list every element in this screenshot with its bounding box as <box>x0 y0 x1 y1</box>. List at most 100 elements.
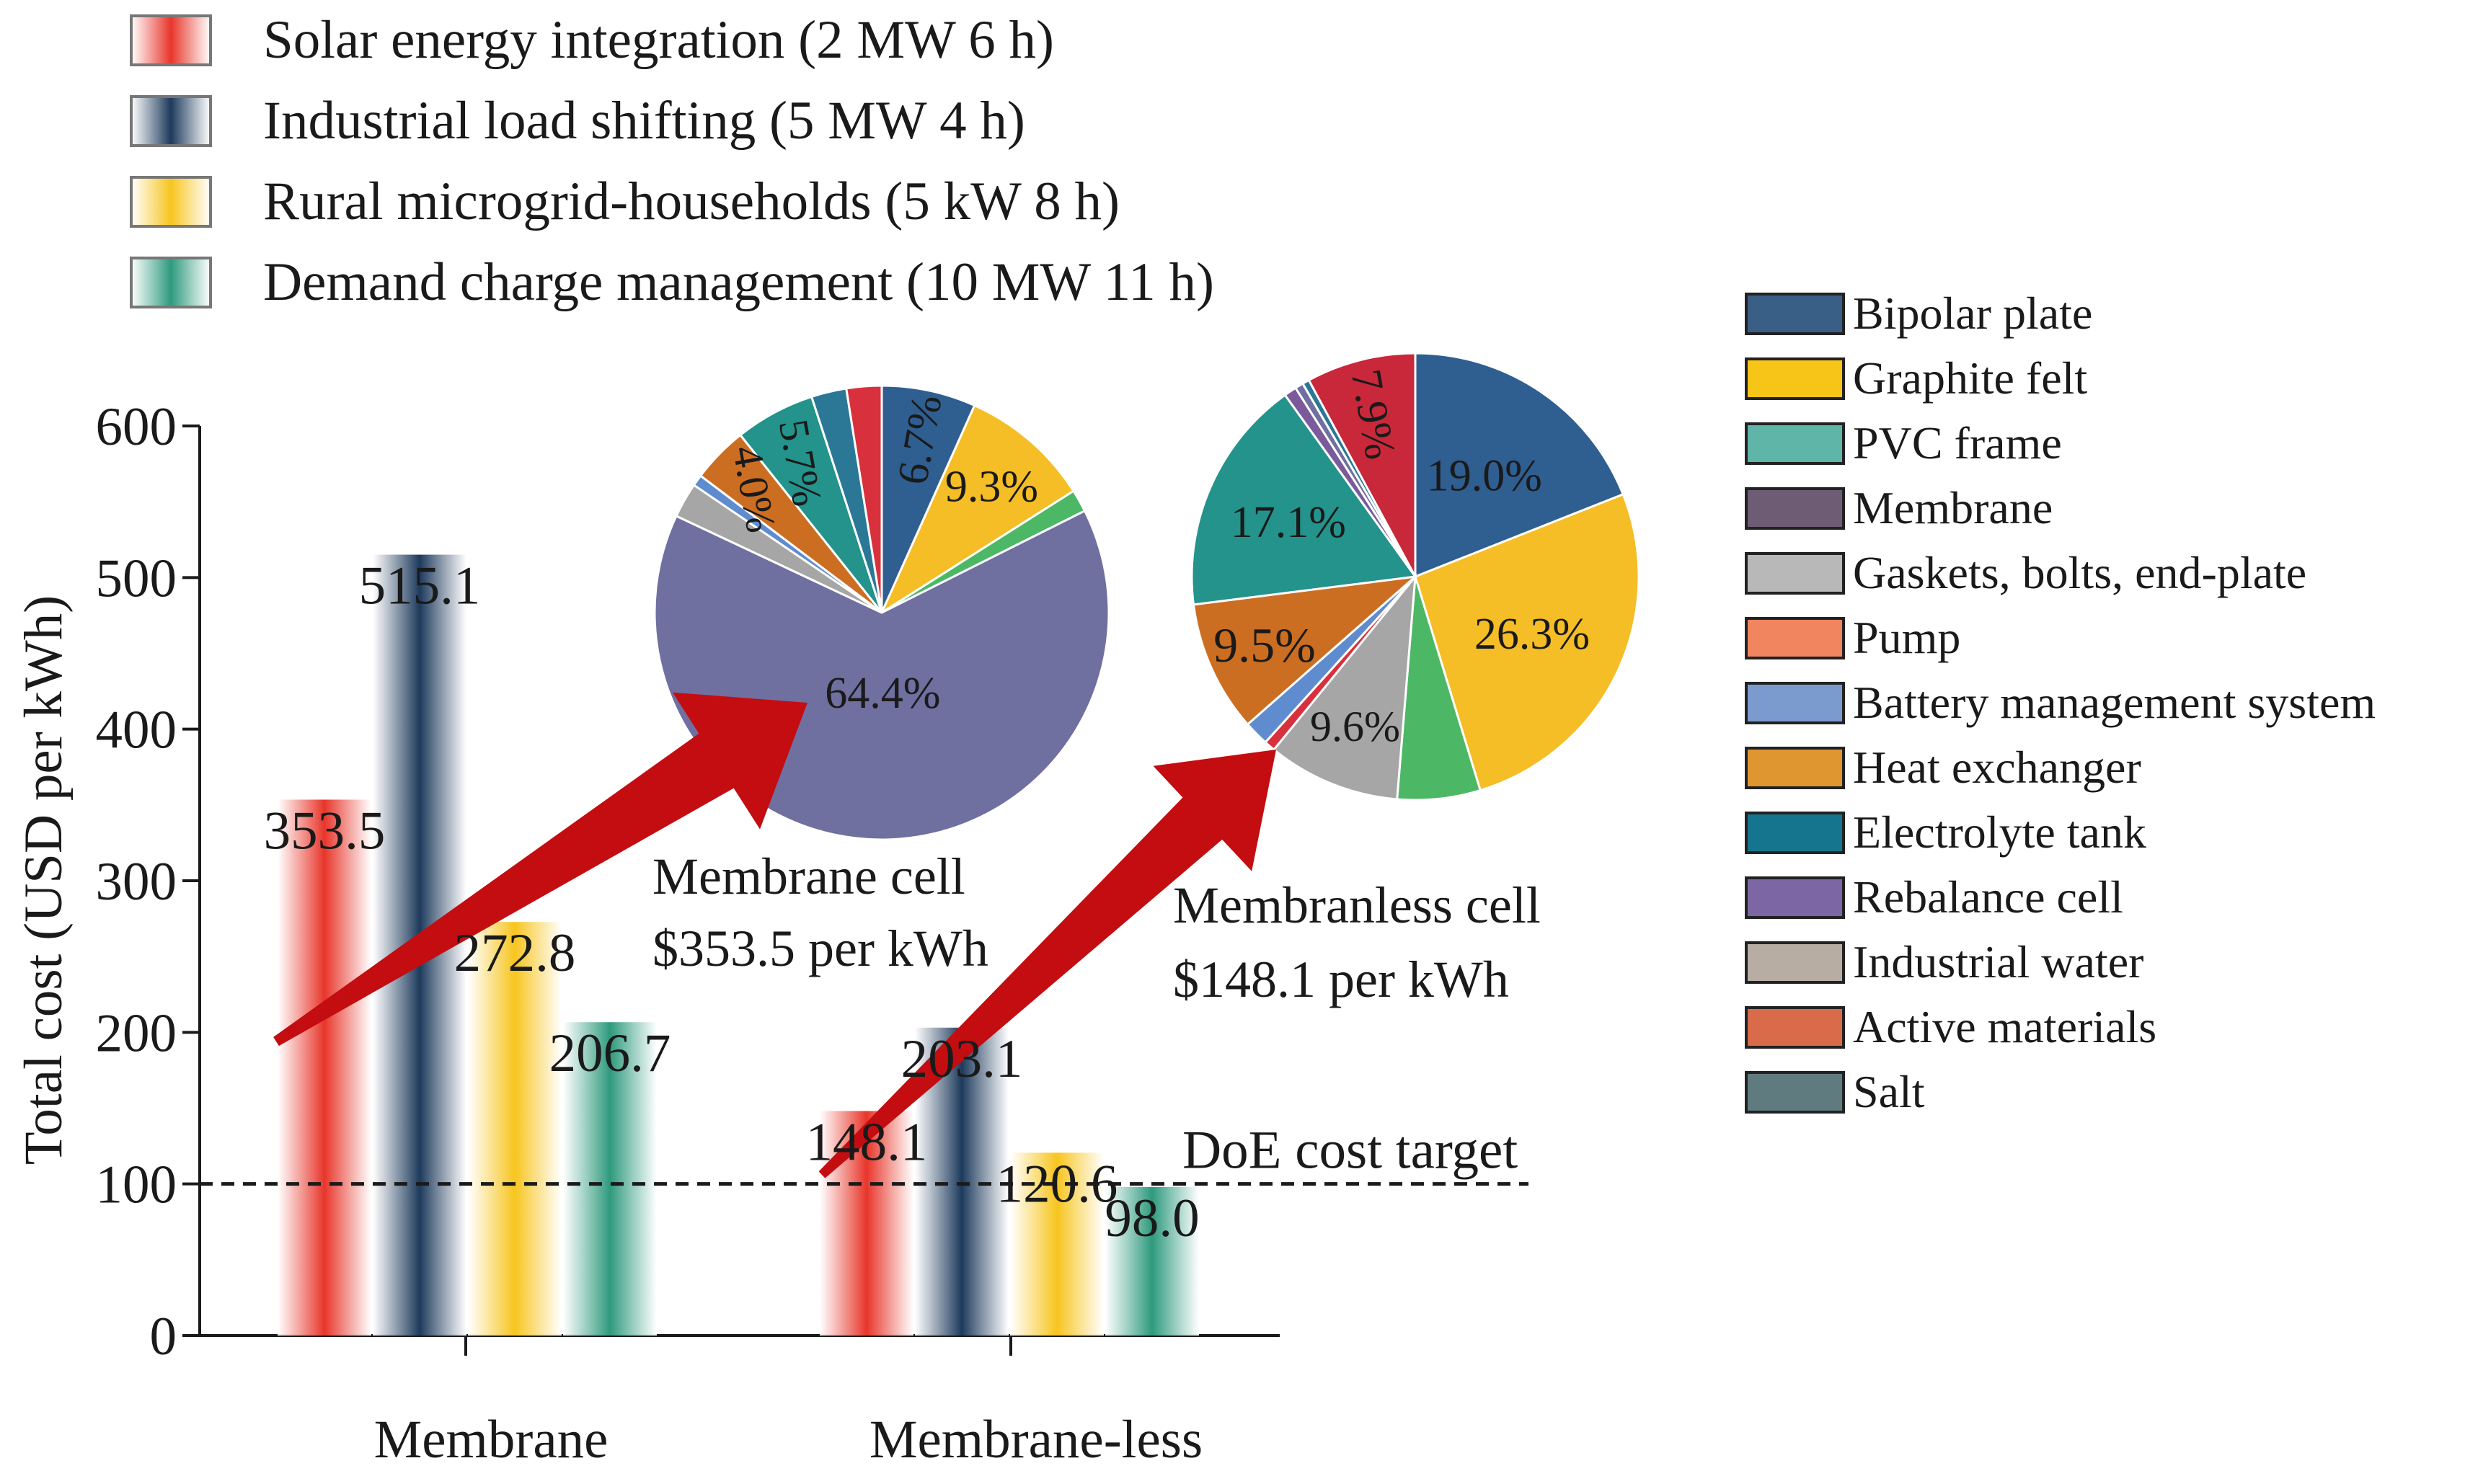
bar-value-label: 515.1 <box>359 556 481 616</box>
pie-slice-label: 17.1% <box>1231 498 1346 547</box>
pointer-arrow <box>818 750 1276 1178</box>
component-legend-item: Membrane <box>1745 482 2053 533</box>
component-legend-label: Bipolar plate <box>1853 288 2092 339</box>
doe-target-label: DoE cost target <box>1182 1121 1518 1181</box>
series-swatch <box>130 14 212 66</box>
pie-slice-label: 9.6% <box>1310 703 1400 750</box>
x-tick-label: Membrane <box>374 1410 609 1470</box>
component-swatch <box>1745 422 1845 465</box>
bar-value-labels: 353.5 148.1 515.1 203.1 272.8 120.6 206.7 98.0 <box>264 556 1200 1248</box>
component-legend-label: Pump <box>1853 612 1960 663</box>
component-legend-label: Membrane <box>1853 482 2053 533</box>
component-legend-item: PVC frame <box>1745 417 2062 468</box>
pie-slice-bipolar-plate <box>1414 352 1625 579</box>
component-legend-label: Battery management system <box>1853 677 2376 728</box>
component-swatch <box>1745 1071 1845 1114</box>
component-legend-item: Rebalance cell <box>1745 871 2123 923</box>
bar-membrane-4 <box>563 1022 657 1336</box>
component-swatch <box>1745 682 1845 724</box>
component-swatch <box>1745 747 1845 789</box>
component-legend-label: Rebalance cell <box>1853 871 2123 923</box>
component-legend-item: Electrolyte tank <box>1745 807 2146 858</box>
component-swatch <box>1745 876 1845 919</box>
component-swatch <box>1745 487 1845 530</box>
doe-target: DoE cost target <box>200 1121 1528 1186</box>
pie-slice-solar-energy <box>1307 352 1417 577</box>
bar-membrane-1 <box>278 799 371 1336</box>
pie-slice-pump <box>845 384 883 613</box>
y-tick-label: 400 <box>96 701 177 760</box>
component-legend: Bipolar plate Graphite felt PVC frame Membr… <box>1745 288 2376 1117</box>
component-legend-label: Electrolyte tank <box>1853 807 2146 858</box>
series-swatch <box>130 95 212 147</box>
y-axis-title: Total cost (USD per kWh) <box>14 595 74 1165</box>
pie-membranless-cell: 19.0%26.3%9.6%9.5%17.1%7.9%Membranless c… <box>1173 352 1640 1008</box>
component-swatch <box>1745 617 1845 659</box>
series-legend-label: Industrial load shifting (5 MW 4 h) <box>263 91 1025 151</box>
pie-slice-label: 26.3% <box>1474 610 1590 659</box>
component-legend-item: Active materials <box>1745 1001 2156 1052</box>
bar-membrane-3 <box>468 922 562 1336</box>
series-swatch <box>130 176 212 228</box>
component-swatch <box>1745 812 1845 854</box>
series-legend-item: Industrial load shifting (5 MW 4 h) <box>130 91 1025 151</box>
component-legend-label: Salt <box>1853 1066 1925 1117</box>
bar-value-label: 272.8 <box>454 923 576 983</box>
y-tick-label: 300 <box>96 852 177 912</box>
component-swatch <box>1745 357 1845 400</box>
series-swatch <box>130 257 212 308</box>
bar-value-label: 353.5 <box>264 801 386 861</box>
arrows <box>273 692 1276 1178</box>
component-swatch <box>1745 293 1845 335</box>
component-legend-item: Gaskets, bolts, end-plate <box>1745 547 2306 598</box>
pie-membrane-cell: 6.7%9.3%64.4%4.0%5.7%Membrane cell$353.5… <box>652 384 1110 977</box>
pie-slice-label: 64.4% <box>825 669 940 718</box>
series-legend-item: Rural microgrid-households (5 kW 8 h) <box>130 172 1120 231</box>
pie-subtitle: $148.1 per kWh <box>1173 951 1509 1008</box>
pie-slice-graphite-felt <box>879 404 1076 616</box>
bar-value-label: 98.0 <box>1105 1188 1199 1248</box>
component-legend-item: Industrial water <box>1745 936 2143 987</box>
pie-slice-label: 19.0% <box>1427 452 1542 501</box>
series-legend: Solar energy integration (2 MW 6 h) Indus… <box>130 10 1214 312</box>
pie-slice-label: 9.3% <box>945 462 1038 511</box>
y-tick-label: 0 <box>150 1307 177 1367</box>
x-tick-label: Membrane-less <box>869 1410 1203 1470</box>
y-tick-label: 600 <box>96 397 177 457</box>
component-legend-item: Salt <box>1745 1066 1925 1117</box>
component-legend-label: PVC frame <box>1853 417 2062 468</box>
pie-title: Membranless cell <box>1173 876 1541 934</box>
series-legend-item: Demand charge management (10 MW 11 h) <box>130 252 1214 312</box>
component-legend-label: Heat exchanger <box>1853 742 2141 793</box>
component-legend-item: Graphite felt <box>1745 352 2087 404</box>
pie-slice-label: 9.5% <box>1213 618 1316 672</box>
bar-axes: 0 100 200 300 400 500 600 Total cost (USD per k… <box>14 397 1280 1470</box>
bar-membrane-less-4 <box>1105 1186 1199 1336</box>
pointer-arrow <box>273 692 807 1047</box>
bar-value-label: 148.1 <box>806 1112 928 1172</box>
bar-value-label: 206.7 <box>549 1023 671 1083</box>
y-tick-label: 200 <box>96 1003 177 1063</box>
y-tick-label: 500 <box>96 548 177 608</box>
component-legend-label: Industrial water <box>1853 936 2143 987</box>
pie-slice-gaskets-bolts-end-plate <box>1272 573 1417 801</box>
series-legend-label: Rural microgrid-households (5 kW 8 h) <box>263 172 1120 231</box>
component-legend-item: Battery management system <box>1745 677 2376 728</box>
pie-title: Membrane cell <box>652 848 965 905</box>
component-legend-label: Gaskets, bolts, end-plate <box>1853 547 2306 598</box>
component-swatch <box>1745 552 1845 595</box>
pie-slice-graphite-felt <box>1414 492 1640 792</box>
component-swatch <box>1745 1006 1845 1049</box>
bar-membrane-less-1 <box>820 1111 913 1336</box>
component-legend-label: Active materials <box>1853 1001 2156 1052</box>
pie-charts: 6.7%9.3%64.4%4.0%5.7%Membrane cell$353.5… <box>652 352 1640 1008</box>
component-legend-item: Pump <box>1745 612 1960 663</box>
component-legend-item: Bipolar plate <box>1745 288 2092 339</box>
bar-value-label: 203.1 <box>901 1029 1023 1089</box>
pie-slice-pvc-frame <box>1190 393 1417 606</box>
y-tick-label: 100 <box>96 1155 177 1215</box>
pie-subtitle: $353.5 per kWh <box>652 920 988 977</box>
component-swatch <box>1745 941 1845 984</box>
series-legend-label: Demand charge management (10 MW 11 h) <box>263 252 1214 312</box>
